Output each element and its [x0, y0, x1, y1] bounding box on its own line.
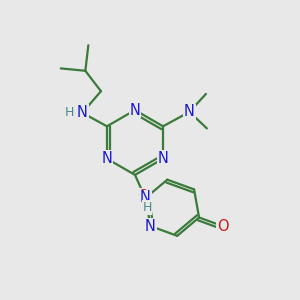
Text: O: O [137, 189, 148, 204]
Text: N: N [145, 219, 156, 234]
Text: H: H [142, 201, 152, 214]
Text: N: N [184, 104, 195, 119]
Text: N: N [130, 103, 140, 118]
Text: H: H [65, 106, 74, 119]
Text: N: N [101, 151, 112, 166]
Text: N: N [77, 105, 88, 120]
Text: N: N [158, 151, 169, 166]
Text: N: N [140, 190, 151, 206]
Text: O: O [217, 218, 228, 233]
